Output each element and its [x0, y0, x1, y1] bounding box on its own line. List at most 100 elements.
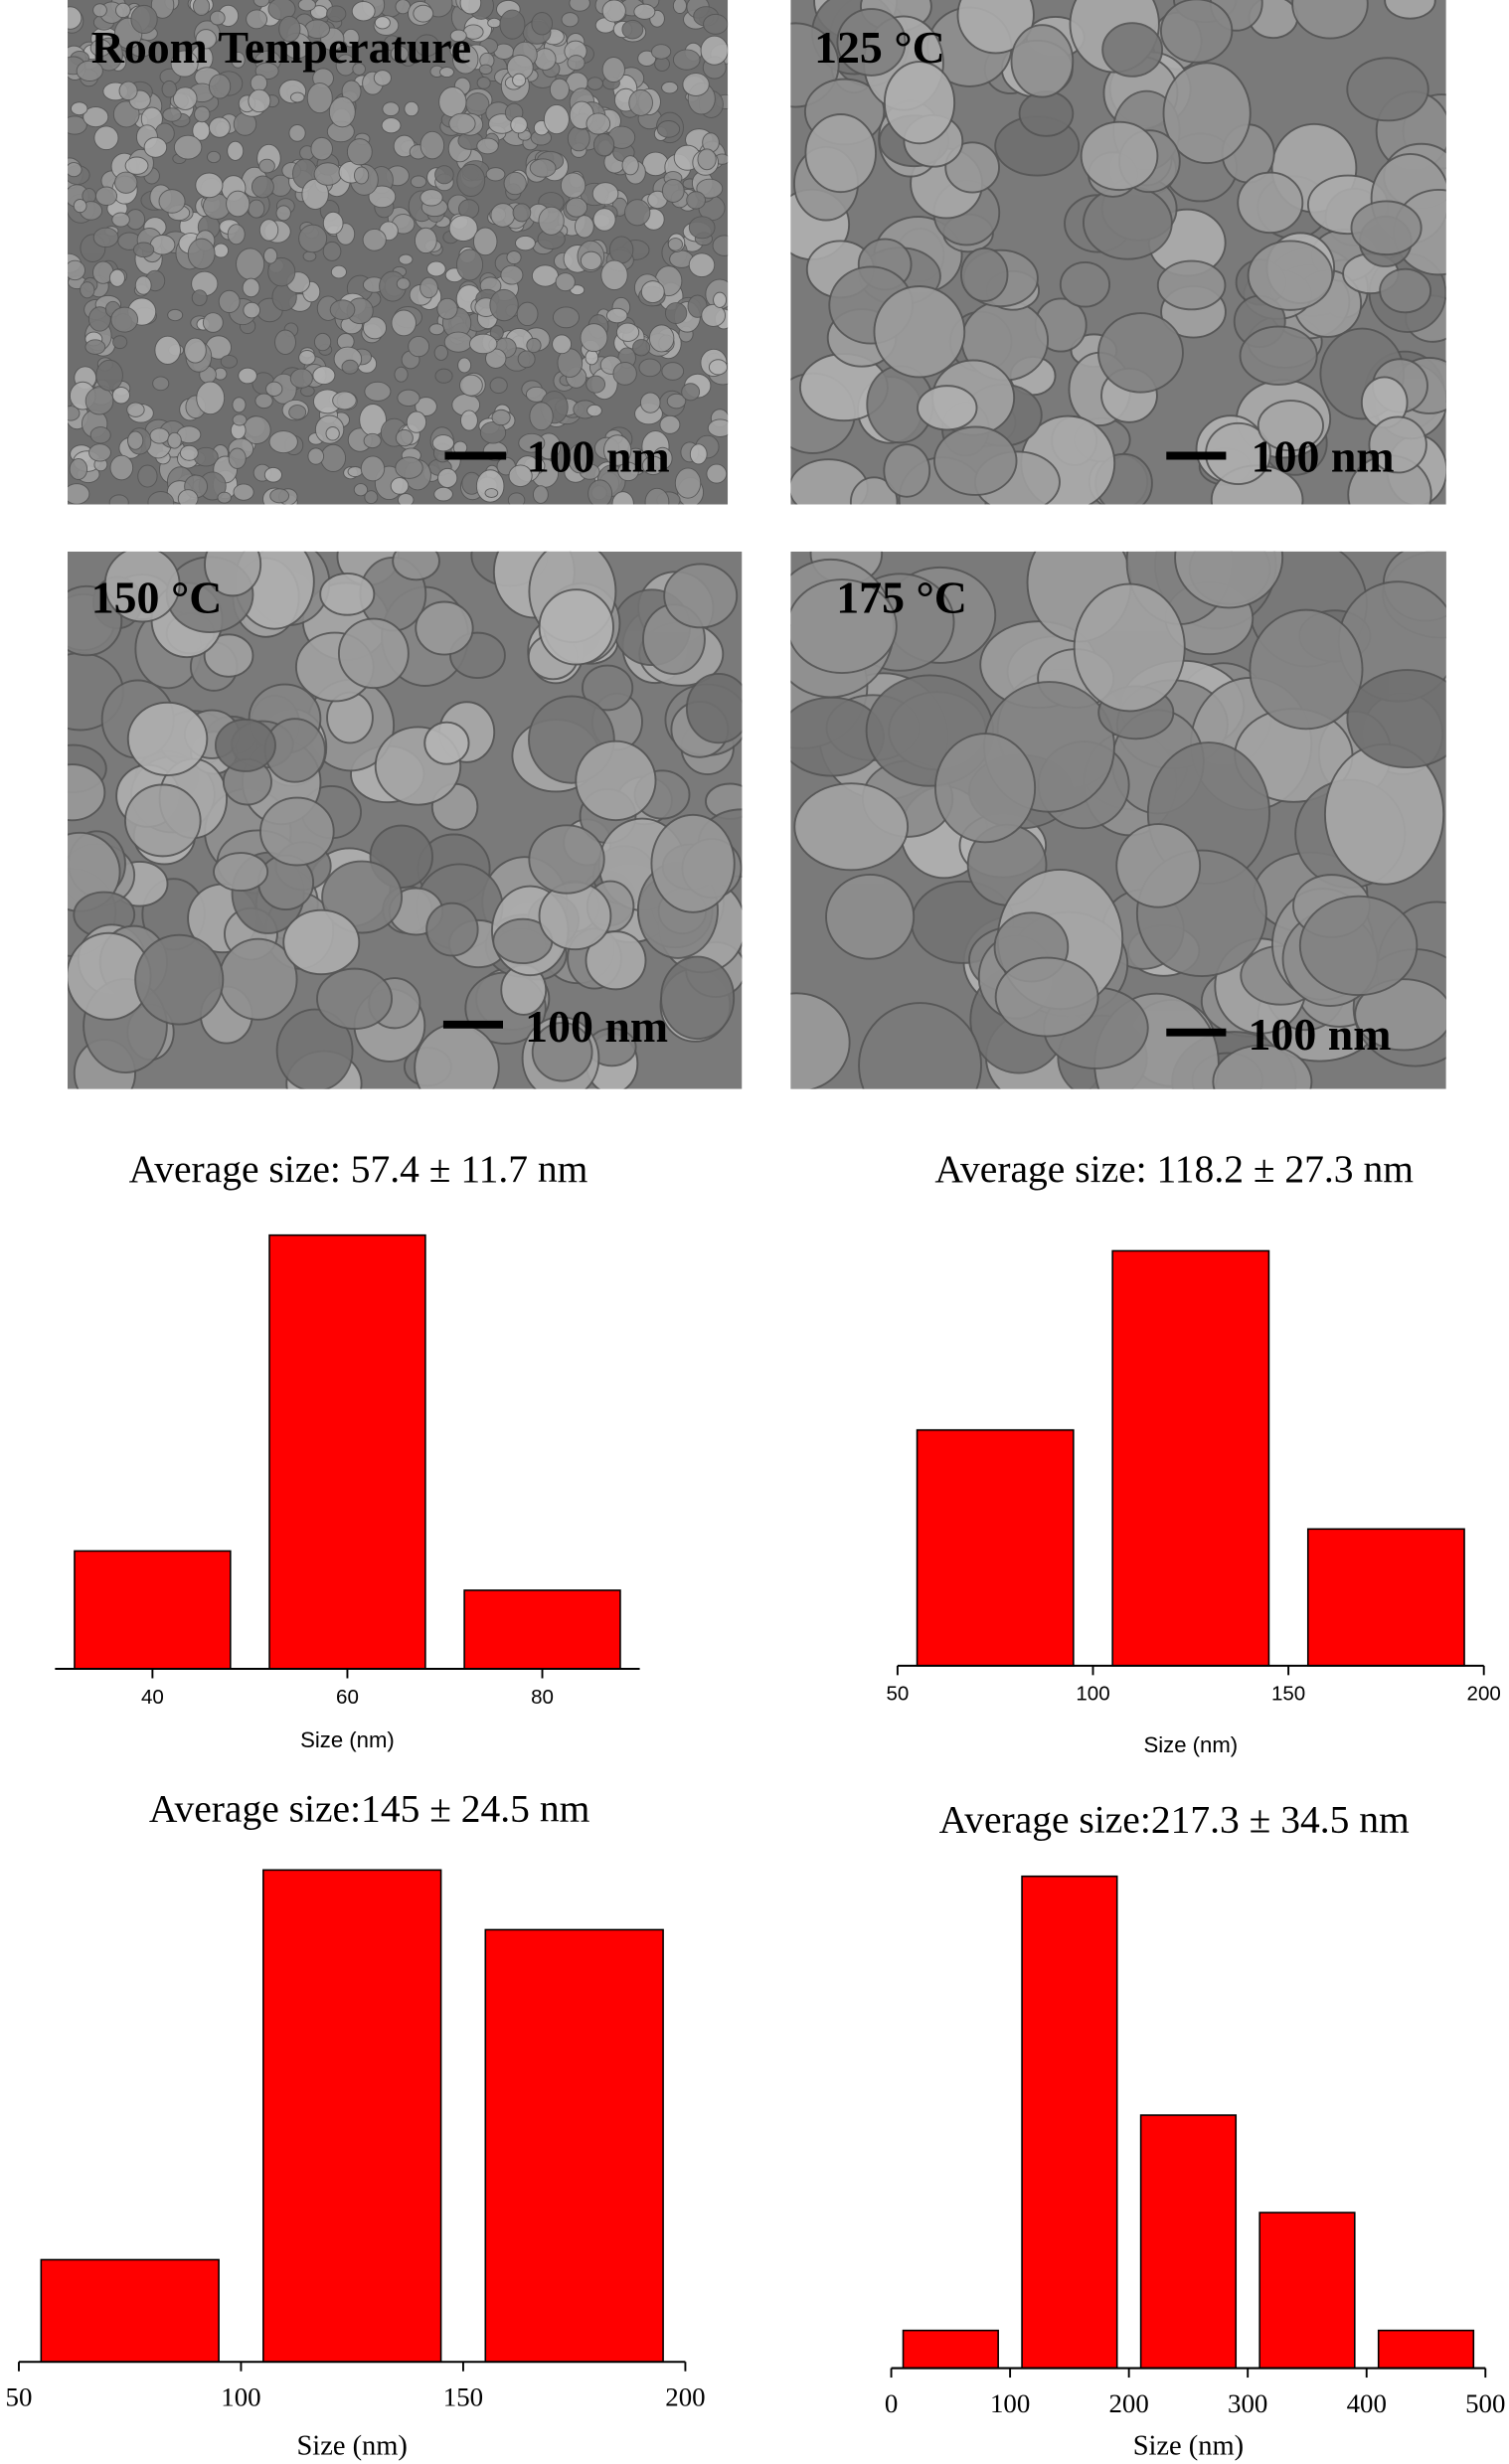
x-tick-label: 100	[1076, 1683, 1109, 1706]
grain	[1237, 171, 1304, 235]
grain	[95, 359, 123, 392]
grain	[232, 413, 248, 426]
grain	[406, 411, 427, 433]
x-tick-label: 100	[990, 2388, 1030, 2418]
grain	[650, 813, 736, 913]
grain	[489, 325, 504, 341]
grain	[282, 908, 361, 976]
grain	[565, 197, 588, 218]
grain	[275, 205, 291, 222]
grain	[231, 51, 246, 69]
grain	[208, 116, 231, 138]
grain	[274, 329, 296, 356]
sem-image	[790, 551, 1446, 1089]
grain	[638, 358, 662, 378]
grain	[1080, 120, 1159, 192]
sem-image	[67, 551, 743, 1089]
grain	[586, 112, 611, 135]
grain	[89, 426, 111, 444]
grain	[703, 13, 729, 35]
grain	[397, 389, 420, 408]
bar	[40, 2258, 220, 2364]
grain	[793, 782, 910, 872]
bar	[1306, 1528, 1465, 1667]
grain	[549, 78, 570, 101]
grain	[218, 289, 241, 314]
grain	[147, 491, 175, 505]
grain	[543, 103, 570, 135]
grain	[258, 219, 279, 242]
grain	[150, 0, 175, 19]
grain	[1379, 267, 1432, 314]
grain	[457, 357, 472, 374]
grain	[448, 215, 478, 243]
bar	[902, 2329, 999, 2370]
grain	[214, 718, 276, 772]
grain	[337, 617, 410, 690]
grain	[414, 227, 437, 254]
grain	[518, 432, 546, 453]
grain	[248, 88, 271, 113]
grain	[552, 334, 573, 355]
grain	[538, 206, 565, 236]
grain	[650, 44, 672, 60]
panel-label: Room Temperature	[91, 22, 471, 73]
grain	[275, 1008, 354, 1089]
grain	[143, 136, 168, 158]
scale-bar-label: 100 nm	[525, 1001, 668, 1052]
grain	[126, 701, 209, 776]
grain	[697, 148, 717, 171]
grain	[394, 366, 409, 383]
bar	[1377, 2329, 1475, 2370]
grain	[213, 852, 269, 893]
grain	[507, 492, 526, 505]
grain	[390, 45, 410, 63]
grain	[666, 393, 687, 410]
grain	[1174, 551, 1284, 609]
grain	[325, 426, 340, 441]
grain	[661, 178, 685, 203]
grain	[592, 132, 615, 157]
grain	[94, 186, 118, 206]
grain	[804, 113, 877, 194]
grain	[265, 381, 283, 397]
grain	[1082, 185, 1173, 260]
scale-bar-label: 100 nm	[527, 430, 670, 481]
grain	[73, 199, 87, 214]
grain	[591, 182, 619, 206]
grain	[933, 425, 1018, 496]
grain	[708, 359, 729, 376]
grain	[243, 301, 260, 319]
grain	[696, 178, 724, 199]
grain	[87, 306, 111, 332]
grain	[674, 467, 702, 499]
bar	[1021, 1875, 1118, 2370]
grain	[88, 443, 111, 462]
grain	[624, 199, 651, 227]
grain	[587, 77, 603, 90]
grain	[123, 783, 202, 858]
grain	[434, 368, 453, 384]
grain	[179, 444, 199, 461]
grain	[433, 345, 448, 361]
grain	[80, 281, 95, 299]
grain	[161, 80, 177, 98]
x-tick-label: 200	[665, 2382, 705, 2412]
grain	[84, 387, 114, 415]
panel-label: 175 °C	[836, 573, 967, 623]
grain	[1212, 1044, 1313, 1089]
grain	[1298, 895, 1419, 997]
grain	[207, 150, 222, 164]
grain	[364, 381, 392, 402]
grain	[637, 50, 657, 67]
grain	[639, 392, 661, 413]
grain	[587, 404, 602, 417]
grain	[438, 86, 467, 118]
grain	[517, 350, 536, 369]
x-axis-label: Size (nm)	[1143, 1732, 1238, 1757]
grain	[569, 0, 590, 12]
grain	[478, 64, 493, 76]
chart-title: Average size:217.3 ± 34.5 nm	[939, 1797, 1410, 1841]
grain	[648, 324, 675, 353]
grain	[326, 5, 347, 23]
